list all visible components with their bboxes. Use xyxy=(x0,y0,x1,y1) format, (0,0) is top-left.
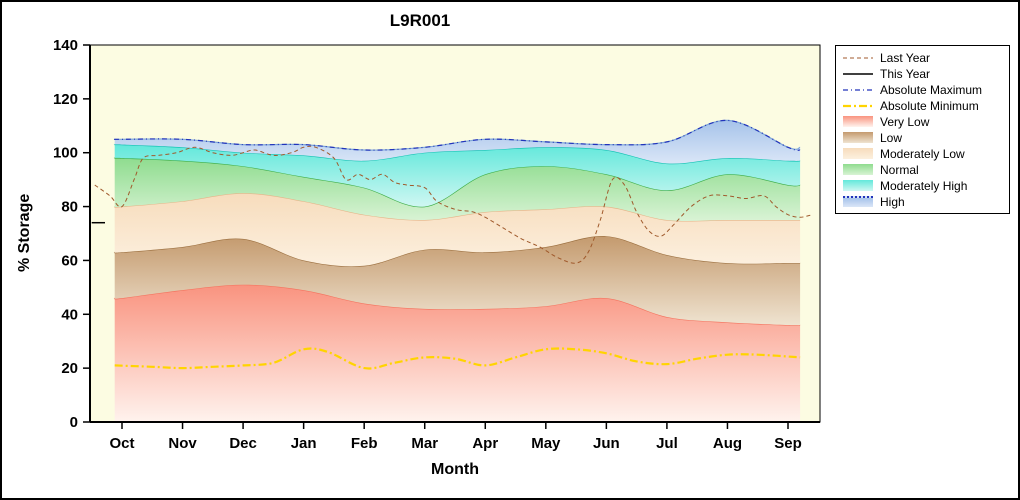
y-tick-label: 120 xyxy=(53,91,78,108)
chart-title: L9R001 xyxy=(389,11,451,30)
band-very-low xyxy=(114,284,801,422)
legend-item-label: Absolute Minimum xyxy=(880,98,979,113)
legend-swatch-moderately-high xyxy=(843,180,873,191)
y-tick-label: 100 xyxy=(53,145,78,162)
x-tick-label: Oct xyxy=(109,435,134,452)
legend-item-very-low: Very Low xyxy=(843,114,1002,129)
x-tick-label: May xyxy=(531,435,561,452)
legend-swatch-low xyxy=(843,132,873,143)
legend-item-label: This Year xyxy=(880,66,931,81)
legend-item-label: Moderately High xyxy=(880,178,968,193)
legend-item-low: Low xyxy=(843,130,1002,145)
x-tick-label: Apr xyxy=(472,435,498,452)
legend-item-label: Normal xyxy=(880,162,919,177)
y-tick-label: 140 xyxy=(53,37,78,54)
x-tick-label: Mar xyxy=(411,435,438,452)
legend-item-last-year: Last Year xyxy=(843,50,1002,65)
legend-item-label: Low xyxy=(880,130,903,145)
x-tick-label: Feb xyxy=(351,435,378,452)
x-tick-label: Jun xyxy=(593,435,620,452)
legend-item-label: Absolute Maximum xyxy=(880,82,983,97)
legend-item-high: High xyxy=(843,194,1002,209)
legend-item-label: Very Low xyxy=(880,114,930,129)
legend-item-label: Last Year xyxy=(880,50,931,65)
line-absolute-minimum xyxy=(114,347,801,370)
band-edge-moderately-high xyxy=(113,143,801,165)
y-tick-label: 40 xyxy=(61,306,78,323)
y-tick-label: 20 xyxy=(61,360,78,377)
legend-item-label: High xyxy=(880,194,905,209)
legend-line-sample-absolute-maximum xyxy=(843,88,873,91)
y-tick-label: 0 xyxy=(70,414,78,431)
band-low xyxy=(114,236,801,326)
x-tick-label: Sep xyxy=(774,435,802,452)
legend-line-sample-absolute-minimum xyxy=(843,104,873,107)
band-moderately-high xyxy=(114,144,801,207)
line-last-year xyxy=(94,145,813,264)
x-tick-label: Dec xyxy=(229,435,257,452)
legend-item-absolute-maximum: Absolute Maximum xyxy=(843,82,1002,97)
legend-swatch-moderately-low xyxy=(843,148,873,159)
y-tick-label: 80 xyxy=(61,199,78,216)
legend-item-moderately-high: Moderately High xyxy=(843,178,1002,193)
legend: Last Year This Year Absolute Maximum Absolu… xyxy=(835,45,1010,214)
legend-line-sample-last-year xyxy=(843,57,873,58)
legend-swatch-high xyxy=(843,196,873,207)
legend-swatch-normal xyxy=(843,164,873,175)
legend-item-moderately-low: Moderately Low xyxy=(843,146,1002,161)
legend-item-this-year: This Year xyxy=(843,66,1002,81)
x-tick-label: Aug xyxy=(713,435,742,452)
line-absolute-maximum xyxy=(113,119,801,151)
legend-item-normal: Normal xyxy=(843,162,1002,177)
legend-line-sample-this-year xyxy=(843,72,873,75)
y-tick-label: 60 xyxy=(61,252,78,269)
x-axis-label: Month xyxy=(431,461,479,478)
y-axis-label: % Storage xyxy=(16,193,33,273)
legend-item-absolute-minimum: Absolute Minimum xyxy=(843,98,1002,113)
legend-item-label: Moderately Low xyxy=(880,146,965,161)
x-tick-label: Jul xyxy=(656,435,678,452)
band-high xyxy=(114,120,801,164)
legend-swatch-very-low xyxy=(843,116,873,127)
band-edge-normal xyxy=(113,157,801,208)
x-tick-label: Jan xyxy=(291,435,317,452)
x-tick-label: Nov xyxy=(168,435,197,452)
